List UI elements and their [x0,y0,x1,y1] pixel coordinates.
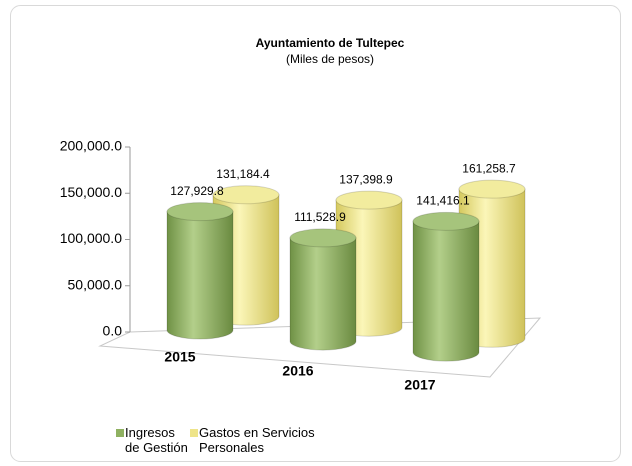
x-tick-label: 2015 [164,349,195,365]
legend-swatch [116,429,124,437]
legend-label: Ingresos de Gestión [125,425,188,455]
data-label: 161,258.7 [462,161,516,175]
data-label: 127,929.8 [170,184,224,198]
y-tick-label: 50,000.0 [68,276,123,292]
y-tick-label: 150,000.0 [60,184,122,200]
data-label: 137,398.9 [339,172,393,186]
bar [166,202,234,340]
data-label: 131,184.4 [216,167,270,181]
bar [412,211,480,362]
x-tick-label: 2017 [404,377,435,393]
floor [98,317,542,378]
chart-title: Ayuntamiento de Tultepec [256,36,405,50]
y-tick-label: 200,000.0 [60,138,122,154]
bar-body [166,211,234,340]
bar-top [289,228,357,248]
y-tick-label: 0.0 [103,323,123,339]
x-tick-label: 2016 [282,363,313,379]
bar-top [166,202,234,222]
bar [289,228,357,351]
legend-swatch [190,429,198,437]
data-label: 141,416.1 [416,194,470,208]
y-tick-label: 100,000.0 [60,230,122,246]
bar-top [412,211,480,231]
data-label: 111,528.9 [294,210,346,224]
bar-top [335,190,403,210]
bar-top [212,185,280,205]
bar-top [458,179,526,199]
bar-body [412,220,480,362]
legend-label: Gastos en Servicios Personales [199,425,315,455]
chart-subtitle: (Miles de pesos) [286,52,374,66]
bar-body [289,237,357,351]
